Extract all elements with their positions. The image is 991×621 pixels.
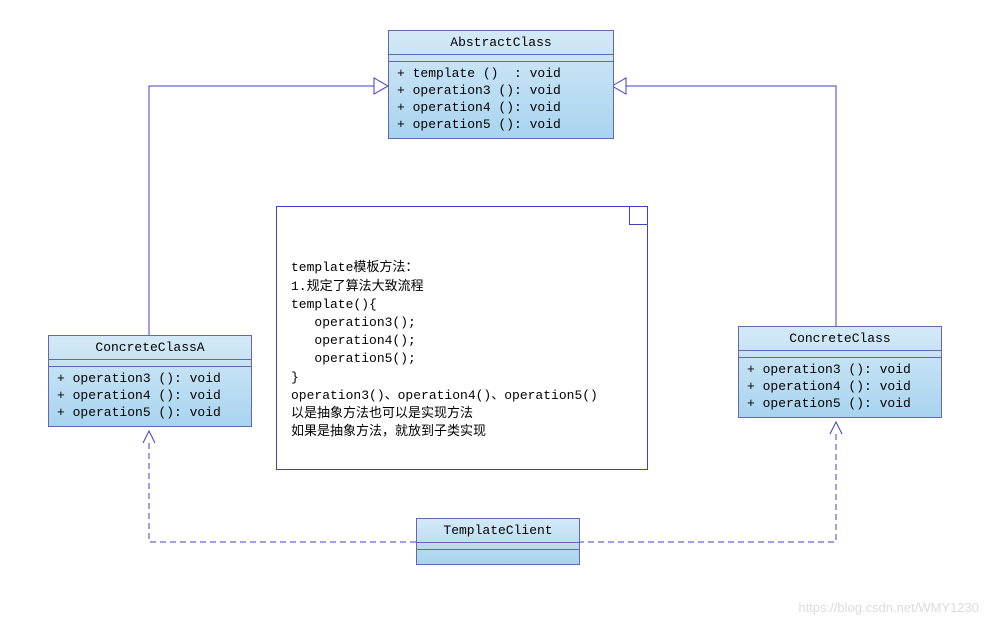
class-concrete-a-sep — [49, 360, 251, 367]
note-line-9: 如果是抽象方法，就放到子类实现 — [291, 424, 486, 439]
concrete-c-op-2: + operation5 (): void — [747, 396, 911, 411]
abstract-op-0: + template () : void — [397, 66, 561, 81]
concrete-c-op-0: + operation3 (): void — [747, 362, 911, 377]
class-abstract: AbstractClass + template () : void + ope… — [388, 30, 614, 139]
abstract-op-1: + operation3 (): void — [397, 83, 561, 98]
abstract-op-2: + operation4 (): void — [397, 100, 561, 115]
note-line-5: operation5(); — [291, 351, 416, 366]
note-fold-icon — [629, 206, 648, 225]
class-abstract-body: + template () : void + operation3 (): vo… — [389, 62, 613, 138]
class-client: TemplateClient — [416, 518, 580, 565]
class-client-sep — [417, 543, 579, 550]
note-box: template模板方法： 1.规定了算法大致流程 template(){ op… — [276, 206, 648, 470]
note-line-8: 以是抽象方法也可以是实现方法 — [291, 406, 473, 421]
class-abstract-sep — [389, 55, 613, 62]
class-concrete-c-title: ConcreteClass — [739, 327, 941, 351]
class-abstract-title: AbstractClass — [389, 31, 613, 55]
concrete-a-op-0: + operation3 (): void — [57, 371, 221, 386]
dep-arrow-c — [830, 422, 842, 434]
class-concrete-c-body: + operation3 (): void + operation4 (): v… — [739, 358, 941, 417]
gen-arrow-c — [612, 78, 626, 94]
concrete-a-op-1: + operation4 (): void — [57, 388, 221, 403]
class-concrete-a-title: ConcreteClassA — [49, 336, 251, 360]
note-line-4: operation4(); — [291, 333, 416, 348]
gen-arrow-a — [374, 78, 388, 94]
note-line-0: template模板方法： — [291, 260, 418, 275]
note-line-1: 1.规定了算法大致流程 — [291, 279, 424, 294]
abstract-op-3: + operation5 (): void — [397, 117, 561, 132]
watermark-text: https://blog.csdn.net/WMY1230 — [798, 600, 979, 615]
note-line-6: } — [291, 370, 299, 385]
class-concrete-c: ConcreteClass + operation3 (): void + op… — [738, 326, 942, 418]
concrete-a-op-2: + operation5 (): void — [57, 405, 221, 420]
note-line-7: operation3()、operation4()、operation5() — [291, 388, 598, 403]
gen-line-c — [626, 86, 836, 326]
class-concrete-a-body: + operation3 (): void + operation4 (): v… — [49, 367, 251, 426]
note-line-3: operation3(); — [291, 315, 416, 330]
concrete-c-op-1: + operation4 (): void — [747, 379, 911, 394]
dep-arrow-a — [143, 431, 155, 443]
class-client-body — [417, 550, 579, 564]
class-concrete-a: ConcreteClassA + operation3 (): void + o… — [48, 335, 252, 427]
class-concrete-c-sep — [739, 351, 941, 358]
note-line-2: template(){ — [291, 297, 377, 312]
uml-canvas: AbstractClass + template () : void + ope… — [0, 0, 991, 621]
class-client-title: TemplateClient — [417, 519, 579, 543]
